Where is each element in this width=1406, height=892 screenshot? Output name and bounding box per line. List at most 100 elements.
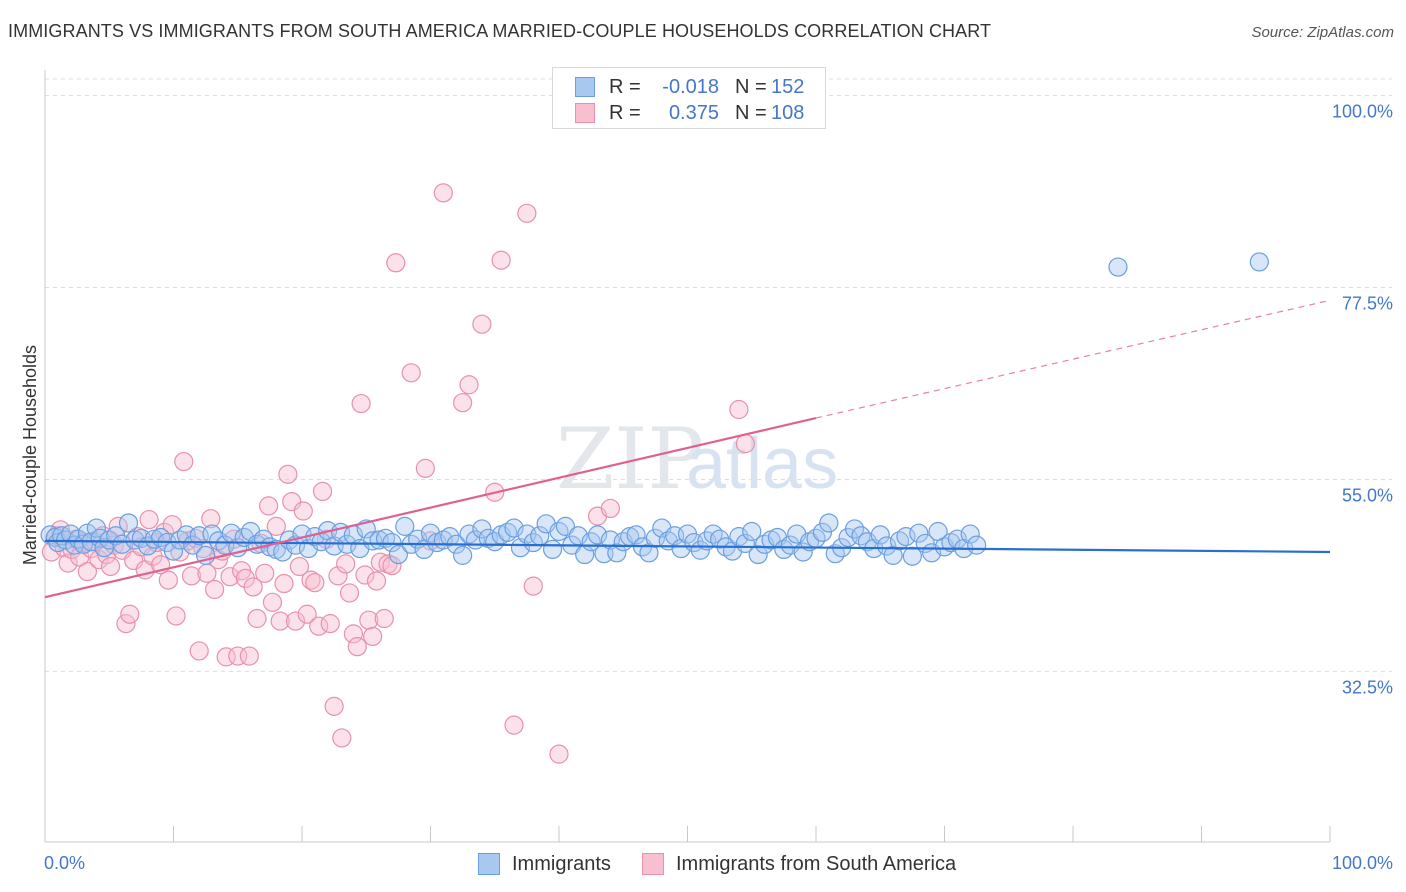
correlation-legend: R = -0.018 N = 152 R = 0.375 N = 108 (552, 67, 826, 129)
point-immigrants (742, 521, 762, 542)
point-south-america (523, 576, 543, 596)
legend-r-value: 0.375 (668, 101, 719, 124)
point-south-america (266, 516, 286, 536)
x-tick-label-max: 100.0% (1332, 853, 1393, 873)
point-south-america (243, 577, 263, 597)
point-immigrants (587, 525, 608, 545)
point-immigrants (607, 543, 627, 563)
point-south-america (415, 458, 435, 478)
point-south-america (166, 606, 186, 626)
data-points (40, 84, 1269, 764)
point-south-america (201, 509, 221, 529)
point-south-america (228, 646, 248, 666)
trend-extension-south-america (815, 299, 1331, 419)
y-tick-label: 77.5% (1342, 294, 1393, 314)
point-south-america (320, 614, 340, 634)
point-south-america (312, 481, 333, 502)
point-immigrants (382, 532, 402, 553)
point-immigrants (472, 519, 492, 539)
point-immigrants (555, 516, 576, 536)
point-south-america (343, 624, 363, 644)
point-south-america (77, 561, 98, 582)
point-immigrants (112, 534, 132, 554)
y-tick-label: 100.0% (1332, 102, 1393, 122)
point-south-america (332, 728, 352, 748)
point-immigrants (183, 535, 203, 555)
point-south-america (270, 611, 290, 631)
point-south-america (359, 610, 379, 630)
point-immigrants (388, 544, 408, 565)
point-south-america (374, 608, 394, 629)
point-south-america (120, 604, 140, 624)
point-south-america (139, 509, 159, 530)
legend-r-value: -0.018 (662, 75, 719, 98)
point-south-america (258, 496, 279, 516)
point-south-america (459, 375, 479, 395)
point-south-america (189, 641, 209, 661)
bottom-legend-label: Immigrants (512, 852, 611, 875)
point-south-america (433, 183, 453, 203)
point-south-america (504, 715, 524, 735)
point-immigrants (703, 524, 723, 544)
legend-n-value: 152 (771, 75, 805, 98)
point-south-america (336, 554, 356, 574)
point-south-america (100, 556, 121, 577)
point-south-america (366, 571, 387, 591)
point-south-america (158, 570, 178, 590)
y-tick-labels: 32.5% 55.0% 77.5% 100.0% (1332, 102, 1393, 698)
trend-line-south-america (44, 416, 817, 599)
point-south-america (305, 573, 325, 593)
axes (44, 70, 1331, 843)
point-south-america (297, 604, 317, 624)
point-immigrants (819, 513, 839, 533)
source-label: Source: ZipAtlas.com (1251, 24, 1394, 41)
point-immigrants (812, 522, 833, 542)
point-south-america (363, 626, 383, 647)
legend-row-south-america: R = 0.375 N = 108 (575, 100, 804, 126)
bottom-legend-immigrants: Immigrants (478, 852, 611, 876)
bottom-legend-south-america: Immigrants from South America (642, 852, 956, 876)
point-south-america (285, 611, 306, 631)
bottom-legend-swatch-pink (642, 853, 664, 875)
point-immigrants (1108, 257, 1128, 277)
trend-lines (44, 299, 1331, 599)
legend-swatch-blue (575, 77, 595, 97)
point-immigrants (549, 521, 569, 542)
point-south-america (181, 566, 202, 586)
point-south-america (162, 515, 182, 535)
point-south-america (549, 744, 569, 764)
point-south-america (491, 250, 511, 270)
point-south-america (517, 203, 537, 223)
bottom-legend-label: Immigrants from South America (676, 852, 957, 875)
legend-swatch-pink (575, 103, 595, 123)
point-immigrants (626, 525, 646, 545)
bottom-legend-swatch-blue (478, 853, 500, 875)
point-south-america (339, 583, 360, 603)
point-south-america (205, 579, 225, 600)
y-axis-label: Married-couple Households (20, 345, 40, 565)
legend-n-label: N = (735, 75, 767, 98)
point-immigrants (395, 516, 415, 536)
point-immigrants (748, 544, 768, 565)
x-tick-label-min: 0.0% (44, 853, 85, 873)
point-immigrants (453, 545, 473, 565)
point-immigrants (170, 530, 190, 550)
point-immigrants (960, 524, 980, 544)
watermark-atlas: atlas (686, 424, 838, 504)
legend-n-value: 108 (771, 101, 805, 124)
point-immigrants (902, 546, 922, 566)
point-immigrants (542, 539, 563, 560)
watermark-zip: ZIP (556, 410, 704, 508)
point-south-america (401, 363, 421, 383)
point-south-america (309, 616, 329, 636)
point-south-america (472, 314, 492, 334)
point-south-america (239, 646, 259, 666)
point-immigrants (440, 527, 460, 547)
point-south-america (355, 565, 375, 585)
point-immigrants (1249, 252, 1269, 272)
point-south-america (274, 573, 294, 594)
point-south-america (247, 608, 267, 629)
point-south-america (324, 696, 344, 716)
legend-r-label: R = (609, 101, 641, 124)
